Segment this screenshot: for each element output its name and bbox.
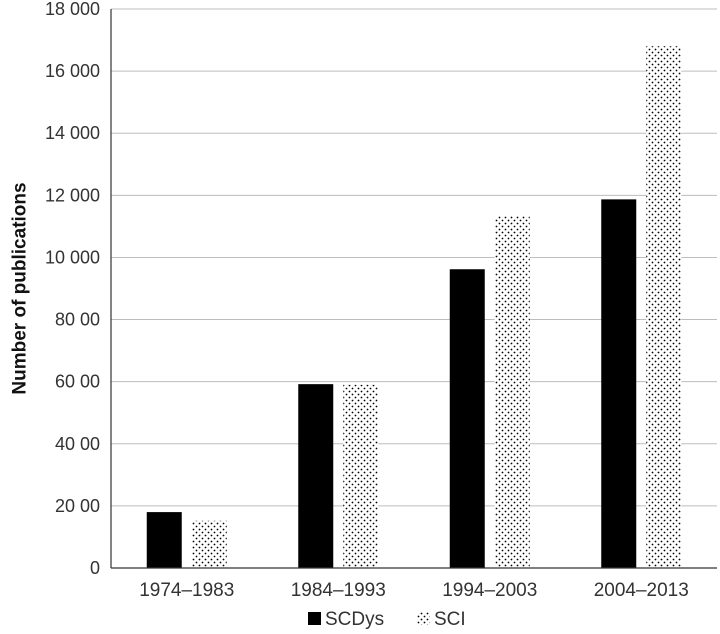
y-tick-label: 80 00 <box>55 310 100 330</box>
axes <box>110 9 717 569</box>
legend-swatch-sci <box>417 612 430 625</box>
x-tick-label: 1994–2003 <box>442 580 537 601</box>
y-tick-label: 0 <box>90 558 100 578</box>
x-tick-label: 1984–1993 <box>291 580 386 601</box>
legend: SCDys SCI <box>308 609 466 630</box>
y-tick-label: 60 00 <box>55 372 100 392</box>
bars <box>146 46 682 569</box>
bar-sci-2 <box>494 215 530 568</box>
bar-scdys-0 <box>146 512 182 568</box>
y-tick-label: 14 000 <box>45 123 100 143</box>
y-tick-label: 12 000 <box>45 185 100 205</box>
bar-sci-1 <box>343 384 379 568</box>
y-tick-label: 40 00 <box>55 434 100 454</box>
legend-label-sci: SCI <box>434 609 466 630</box>
y-axis-ticks: 0 20 00 40 00 60 00 80 00 10 000 12 000 14 000 1… <box>45 0 100 578</box>
y-tick-label: 16 000 <box>45 61 100 81</box>
y-axis-title: Number of publications <box>10 182 31 394</box>
x-axis-ticks: 1974–1983 1984–1993 1994–2003 2004–2013 <box>139 580 689 601</box>
bar-sci-0 <box>191 520 227 568</box>
y-tick-label: 10 000 <box>45 247 100 267</box>
bar-scdys-1 <box>298 384 334 568</box>
x-tick-label: 1974–1983 <box>139 580 234 601</box>
y-tick-label: 20 00 <box>55 496 100 516</box>
bar-sci-3 <box>646 46 682 569</box>
legend-swatch-scdys <box>308 612 321 625</box>
x-tick-label: 2004–2013 <box>594 580 689 601</box>
bar-scdys-2 <box>449 269 485 568</box>
y-tick-label: 18 000 <box>45 0 100 19</box>
gridlines <box>111 8 717 507</box>
legend-label-scdys: SCDys <box>325 609 384 630</box>
bar-scdys-3 <box>601 199 637 569</box>
